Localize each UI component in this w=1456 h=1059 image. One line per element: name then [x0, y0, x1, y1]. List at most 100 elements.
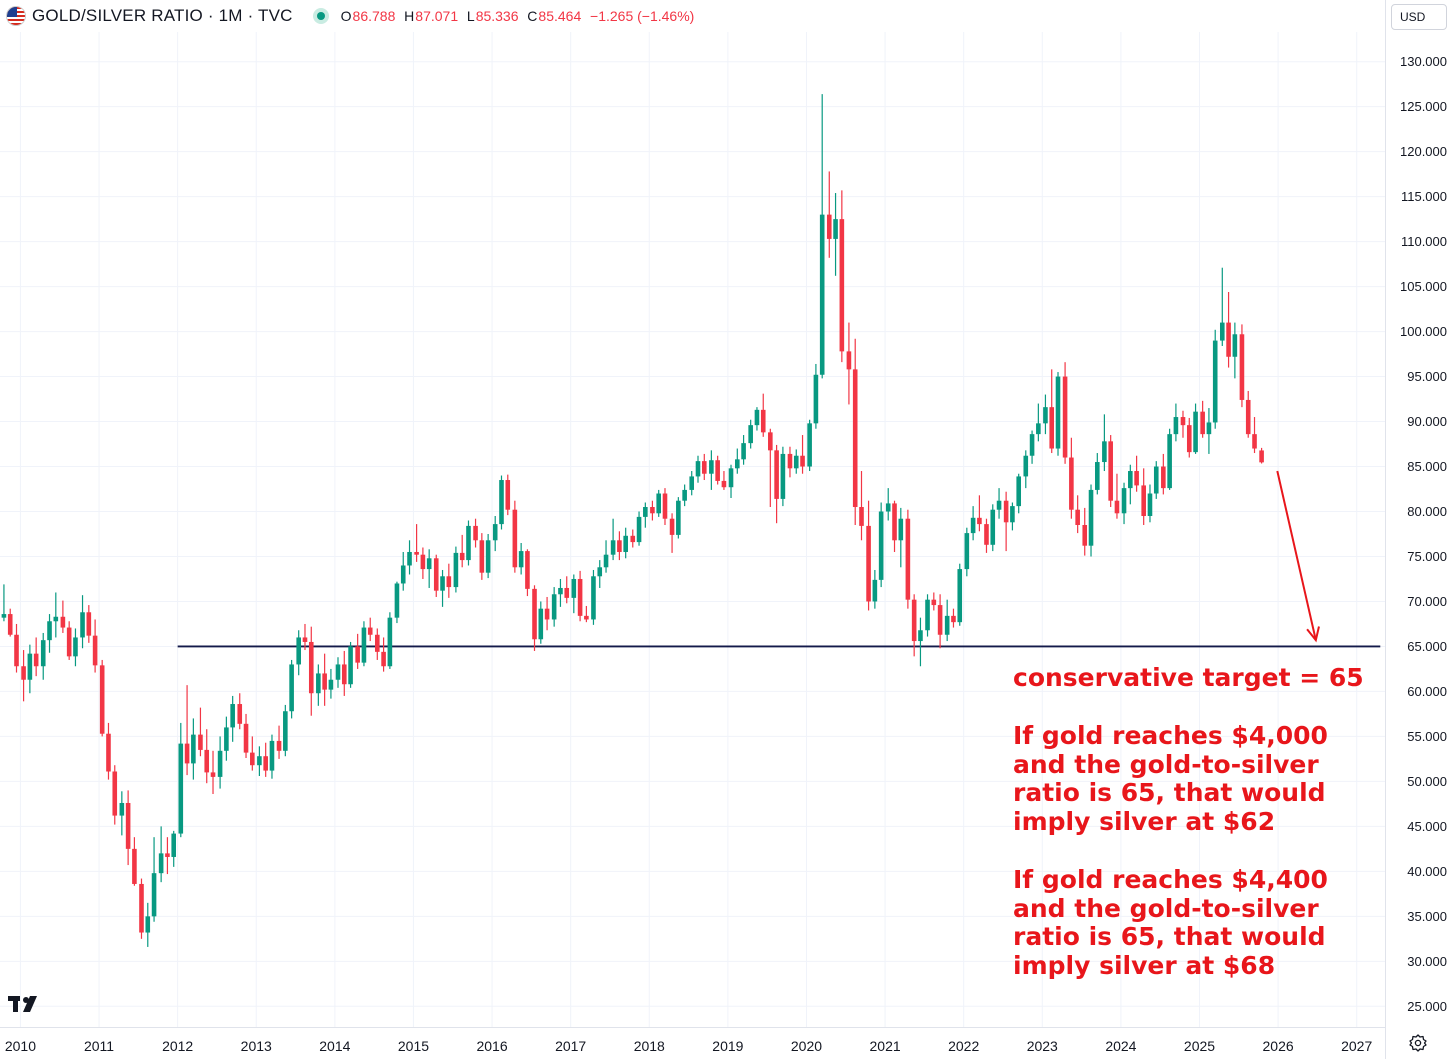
candle-body [1016, 476, 1022, 507]
candle-body [80, 612, 85, 638]
target-annotation: conservative target = 65 [1013, 663, 1364, 692]
candle-body [322, 673, 327, 690]
tradingview-logo-icon[interactable] [8, 994, 46, 1014]
candle-body [977, 517, 982, 525]
candle-body [1245, 399, 1251, 435]
candle-body [132, 848, 137, 884]
high-label: H [404, 8, 415, 24]
candle-body [119, 802, 125, 816]
settings-gear-icon[interactable] [1408, 1033, 1428, 1053]
candle-body [774, 450, 779, 499]
currency-button[interactable]: USD [1391, 4, 1447, 30]
candle-body [230, 704, 235, 728]
y-tick-label: 90.000 [1407, 414, 1447, 429]
candle-body [276, 740, 282, 751]
x-tick-label: 2024 [1105, 1038, 1136, 1054]
low-label: L [466, 8, 475, 24]
candle-body [990, 509, 996, 545]
candle-body [139, 883, 144, 933]
candle-body [73, 637, 78, 657]
symbol-title[interactable]: GOLD/SILVER RATIO · 1M · TVC [32, 6, 293, 25]
candle-body [400, 565, 406, 584]
candle-body [918, 630, 923, 642]
candle-body [754, 409, 760, 426]
us-flag-icon [6, 6, 26, 26]
candle-body [715, 460, 720, 481]
candle-body [800, 455, 805, 467]
candle-body [125, 802, 131, 849]
candle-body [178, 743, 184, 834]
candle-body [296, 637, 301, 665]
candle-body [610, 540, 616, 555]
candle-body [512, 509, 518, 568]
candle-body [925, 599, 930, 631]
candle-body [381, 651, 386, 667]
y-tick-label: 70.000 [1407, 594, 1447, 609]
scenario-2-annotation: If gold reaches $4,400 and the gold-to-s… [1013, 865, 1328, 980]
candle-body [361, 627, 367, 663]
candle-body [1082, 525, 1088, 546]
candle-body [1128, 471, 1133, 489]
candle-body [1049, 407, 1055, 449]
candle-body [584, 615, 589, 620]
candle-body [721, 480, 727, 488]
projection-arrow-head [1306, 626, 1320, 643]
x-tick-label: 2025 [1184, 1038, 1215, 1054]
candle-body [1219, 322, 1225, 341]
candle-body [636, 516, 642, 543]
candle-body [1161, 466, 1166, 489]
candle-body [1043, 407, 1048, 424]
candle-body [151, 873, 157, 917]
candle-body [204, 749, 210, 773]
candle-body [1088, 489, 1094, 546]
candle-body [682, 489, 687, 501]
candle-body [597, 567, 603, 577]
candle-body [1062, 376, 1068, 458]
y-tick-label: 80.000 [1407, 504, 1447, 519]
candle-body [878, 511, 884, 580]
candle-body [257, 756, 262, 766]
y-tick-label: 35.000 [1407, 909, 1447, 924]
candle-body [623, 535, 628, 552]
candle-body [420, 554, 426, 570]
candle-body [885, 503, 891, 512]
market-status-icon[interactable] [312, 8, 329, 24]
candle-body [525, 551, 530, 589]
candle-body [951, 615, 956, 623]
candle-body [819, 214, 825, 375]
x-tick-label: 2023 [1027, 1038, 1058, 1054]
candle-body [905, 518, 911, 600]
x-tick-label: 2015 [398, 1038, 429, 1054]
y-tick-label: 65.000 [1407, 639, 1447, 654]
candle-body [813, 374, 819, 424]
y-tick-label: 50.000 [1407, 774, 1447, 789]
candle-body [859, 507, 864, 526]
candle-body [735, 459, 740, 469]
candle-body [538, 608, 544, 640]
candle-body [957, 569, 963, 623]
x-tick-label: 2014 [319, 1038, 350, 1054]
y-tick-label: 125.000 [1400, 99, 1447, 114]
scenario-1-annotation: If gold reaches $4,000 and the gold-to-s… [1013, 721, 1328, 836]
candle-body [106, 733, 111, 772]
candle-body [793, 455, 799, 469]
y-tick-label: 105.000 [1400, 279, 1447, 294]
y-tick-label: 130.000 [1400, 54, 1447, 69]
candle-body [158, 853, 164, 874]
candle-body [872, 579, 878, 602]
candle-body [630, 535, 636, 543]
y-tick-label: 110.000 [1401, 234, 1447, 249]
close-label: C [527, 8, 538, 24]
candle-body [40, 640, 46, 667]
candle-body [492, 524, 498, 541]
x-tick-label: 2011 [84, 1038, 114, 1054]
candle-body [217, 750, 223, 777]
candle-body [662, 493, 668, 519]
candle-body [92, 635, 98, 666]
candle-body [518, 551, 524, 568]
low-value: 85.336 [475, 8, 519, 24]
candle-body [237, 704, 243, 724]
candle-body [21, 666, 26, 680]
y-tick-label: 45.000 [1407, 819, 1447, 834]
